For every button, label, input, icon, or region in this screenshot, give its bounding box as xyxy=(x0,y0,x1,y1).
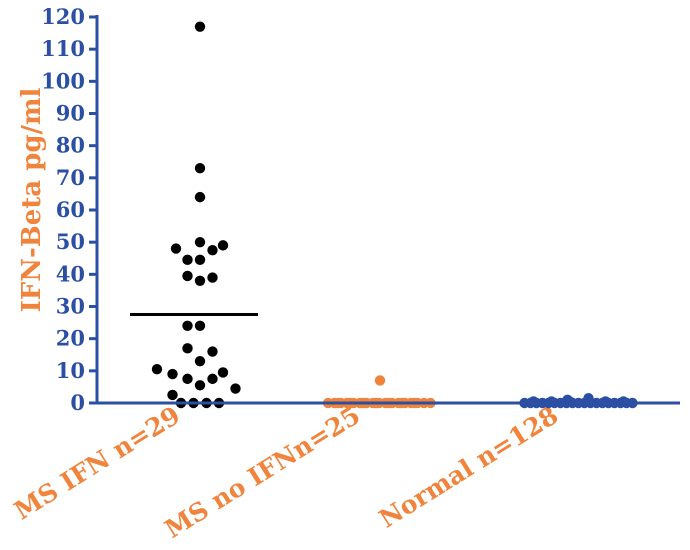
data-point xyxy=(182,343,193,354)
y-tick-label: 60 xyxy=(56,197,85,222)
data-point xyxy=(217,240,229,251)
data-point xyxy=(170,243,182,254)
data-point xyxy=(194,21,206,32)
y-tick-label: 20 xyxy=(56,326,85,351)
data-point xyxy=(546,396,557,407)
data-point xyxy=(182,320,193,331)
y-tick-label: 120 xyxy=(41,4,85,29)
data-points xyxy=(151,21,638,409)
data-point xyxy=(582,396,593,407)
data-point xyxy=(217,367,229,378)
data-point xyxy=(167,368,178,380)
y-tick-label: 70 xyxy=(56,165,85,190)
data-point xyxy=(600,396,611,407)
x-category-label: Normal n=128 xyxy=(374,400,563,533)
y-tick-label: 80 xyxy=(56,133,85,158)
data-point xyxy=(194,275,206,286)
y-axis-title: IFN-Beta pg/ml xyxy=(17,87,47,312)
data-point xyxy=(207,346,218,357)
y-tick-label: 10 xyxy=(56,358,85,383)
data-point xyxy=(194,320,206,331)
data-point xyxy=(207,272,218,283)
data-point xyxy=(207,245,218,256)
data-point xyxy=(207,373,218,385)
data-point xyxy=(194,191,206,203)
y-axis-ticks: 0 10 20 30 40 50 60 70 80 90 100 110 120 xyxy=(41,4,97,415)
data-point xyxy=(194,254,206,266)
data-point xyxy=(182,373,193,385)
data-point xyxy=(182,270,193,282)
y-tick-label: 50 xyxy=(56,229,85,254)
data-point xyxy=(151,364,163,375)
data-point xyxy=(182,254,193,266)
data-point xyxy=(230,383,241,394)
data-point xyxy=(194,355,206,367)
y-tick-label: 100 xyxy=(41,68,85,93)
y-tick-label: 40 xyxy=(56,261,85,286)
x-category-label: MS no IFNn=25 xyxy=(160,400,366,543)
axes xyxy=(95,15,680,405)
data-point xyxy=(194,380,206,391)
y-tick-label: 30 xyxy=(56,294,85,319)
data-point xyxy=(528,396,539,407)
y-tick-label: 90 xyxy=(56,101,85,126)
x-category-label: MS IFN n=29 xyxy=(9,400,185,525)
data-point xyxy=(374,375,386,386)
data-point xyxy=(618,396,629,407)
data-point xyxy=(194,236,206,248)
data-point xyxy=(564,396,575,407)
data-point xyxy=(194,162,206,174)
data-point xyxy=(167,389,178,401)
y-tick-label: 110 xyxy=(41,36,85,61)
y-tick-label: 0 xyxy=(70,390,85,415)
